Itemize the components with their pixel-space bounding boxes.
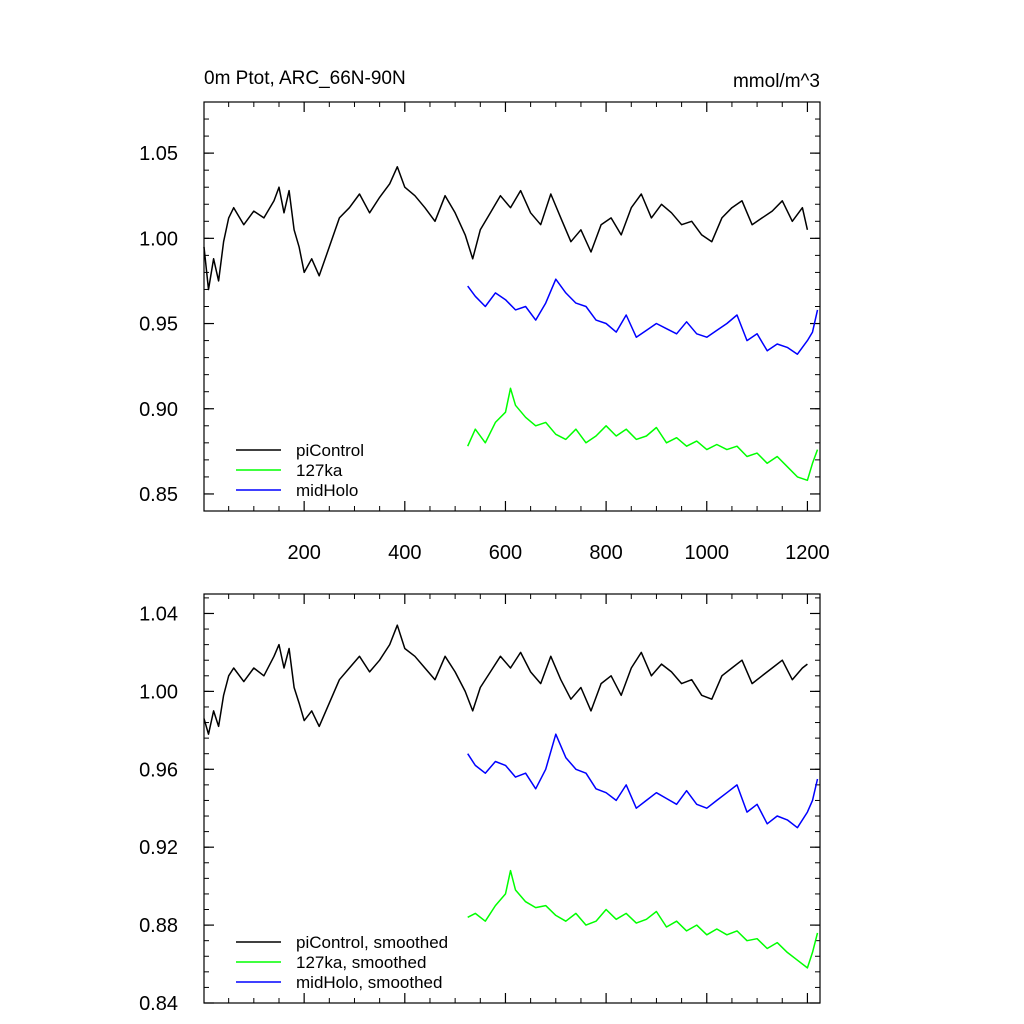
bottom-series-127ka <box>467 869 819 969</box>
top-y-tick-label: 0.95 <box>139 314 178 336</box>
top-x-tick-label: 800 <box>589 542 622 564</box>
bottom-y-tick-label: 1.04 <box>139 603 178 625</box>
top-series-127ka <box>467 387 819 482</box>
bottom-plot-frame <box>203 593 821 1004</box>
top-series-midholo <box>467 278 819 355</box>
top-legend-label: 127ka <box>296 461 343 480</box>
top-y-tick-label: 1.05 <box>139 143 178 165</box>
top-x-tick-label: 1200 <box>785 542 830 564</box>
bottom-y-tick-label: 0.96 <box>139 759 178 781</box>
bottom-series-midholo <box>467 733 819 829</box>
top-y-tick-label: 0.90 <box>139 399 178 421</box>
bottom-series-picontrol <box>203 624 808 735</box>
bottom-y-tick-label: 1.00 <box>139 681 178 703</box>
bottom-plot: 0.84 0.88 0.92 0.96 1.00 1.04 piControl, smoot… <box>139 594 820 1015</box>
top-legend-label: piControl <box>296 441 364 460</box>
bottom-legend-label: 127ka, smoothed <box>296 953 426 972</box>
top-y-tick-label: 1.00 <box>139 228 178 250</box>
bottom-y-tick-label: 0.88 <box>139 915 178 937</box>
top-series-picontrol <box>203 166 809 291</box>
top-x-tick-label: 400 <box>388 542 421 564</box>
top-title-right: mmol/m^3 <box>733 71 820 92</box>
bottom-legend-label: midHolo, smoothed <box>296 973 442 992</box>
top-legend-label: midHolo <box>296 481 358 500</box>
bottom-y-tick-label: 0.92 <box>139 837 178 859</box>
top-x-tick-label: 1000 <box>685 542 730 564</box>
top-plot: 200 400 600 800 1000 1200 0.85 0.90 0.95 1.00 1.05… <box>139 101 830 564</box>
top-title-left: 0m Ptot, ARC_66N-90N <box>204 68 406 89</box>
bottom-legend-label: piControl, smoothed <box>296 933 448 952</box>
top-y-tick-label: 0.85 <box>139 484 178 506</box>
bottom-y-tick-label: 0.84 <box>139 993 178 1015</box>
top-x-tick-label: 600 <box>489 542 522 564</box>
top-x-tick-label: 200 <box>287 542 320 564</box>
